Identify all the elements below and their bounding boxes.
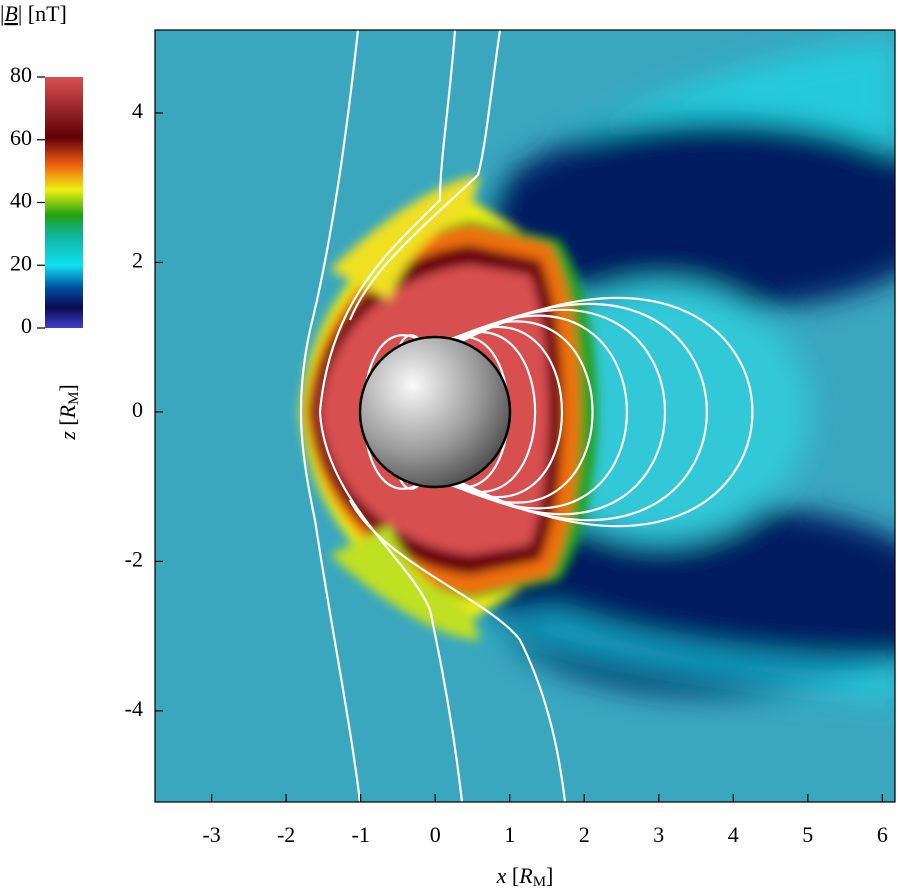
y-var: z: [55, 431, 80, 441]
colorbar: [45, 77, 83, 328]
y-tick-label: -4: [125, 696, 143, 721]
colorbar-tick-label: 0: [21, 313, 32, 338]
x-var: x: [496, 863, 507, 888]
y-axis-label: z [RM]: [55, 384, 82, 441]
x-unit-sub: M: [533, 874, 546, 890]
x-tick-label: 2: [579, 822, 590, 847]
colorbar-unit: nT: [35, 1, 60, 26]
x-unit: R: [518, 863, 533, 888]
colorbar-tick-label: 20: [10, 250, 32, 275]
x-tick-label: 4: [728, 822, 739, 847]
y-unit-sub: M: [66, 392, 82, 405]
x-tick-label: 1: [504, 822, 515, 847]
y-unit: R: [55, 404, 80, 419]
x-axis-label: x [RM]: [496, 863, 554, 890]
colorbar-tick-label: 40: [10, 188, 32, 213]
y-tick-label: 0: [132, 397, 143, 422]
field-map: [155, 30, 895, 802]
x-tick-label: -1: [352, 822, 370, 847]
y-tick-label: 4: [132, 98, 143, 123]
x-tick-label: 5: [802, 822, 813, 847]
y-tick-label: 2: [132, 247, 143, 272]
x-tick-label: 0: [430, 822, 441, 847]
x-tick-label: 3: [653, 822, 664, 847]
planet: [358, 335, 512, 489]
colorbar-tick-label: 80: [10, 62, 32, 87]
x-tick-label: -3: [202, 822, 220, 847]
x-tick-label: 6: [877, 822, 888, 847]
y-tick-label: -2: [125, 546, 143, 571]
colorbar-label: |B| [nT]: [0, 1, 67, 26]
x-tick-label: -2: [277, 822, 295, 847]
colorbar-tick-label: 60: [10, 125, 32, 150]
colorbar-var: B: [4, 1, 17, 26]
plot-frame: [154, 29, 896, 803]
